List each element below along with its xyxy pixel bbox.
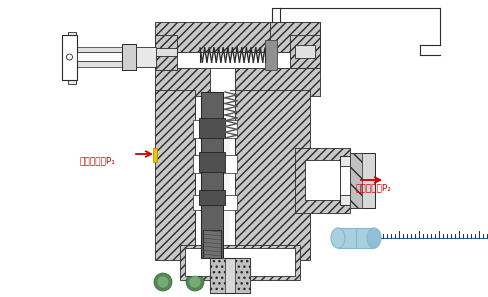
Circle shape [222,276,234,288]
Circle shape [157,276,169,288]
Bar [290,35,320,68]
Bar [122,44,136,70]
Bar [350,153,375,208]
Bar [235,258,250,293]
Bar [155,35,177,70]
Bar [193,155,237,173]
Bar [199,118,225,138]
Circle shape [186,273,204,291]
Bar [235,90,310,260]
Bar [193,195,237,210]
Bar [265,40,277,70]
Bar [295,148,350,213]
Ellipse shape [367,228,381,248]
Bar [350,153,362,208]
Circle shape [189,276,201,288]
Bar [195,90,235,260]
Bar [193,120,237,138]
Bar [180,245,300,280]
Circle shape [154,273,172,291]
Circle shape [66,54,73,60]
Bar [122,44,136,70]
Bar [155,68,210,96]
Ellipse shape [331,228,345,248]
Bar [155,52,320,68]
Bar [155,90,195,260]
Bar [235,68,320,96]
Bar [62,35,77,80]
Bar [270,22,320,52]
Bar [185,248,295,276]
Bar [210,258,250,293]
Bar [199,190,225,205]
Bar [155,48,177,56]
Text: 二次压力油P₂: 二次压力油P₂ [355,184,391,192]
Bar [200,90,230,260]
Bar [77,52,122,61]
Bar [340,156,375,205]
Bar [199,152,225,172]
Bar [305,160,355,200]
Bar [136,47,156,67]
Bar [295,45,315,58]
Bar [155,22,320,52]
Bar [340,166,375,195]
Bar [203,230,221,258]
Circle shape [219,273,237,291]
Bar [68,32,76,84]
Bar [153,148,157,162]
Text: 一次压力油P₁: 一次压力油P₁ [80,157,116,165]
Bar [77,47,122,67]
Bar [338,228,374,248]
Bar [210,258,225,293]
Bar [201,92,223,258]
